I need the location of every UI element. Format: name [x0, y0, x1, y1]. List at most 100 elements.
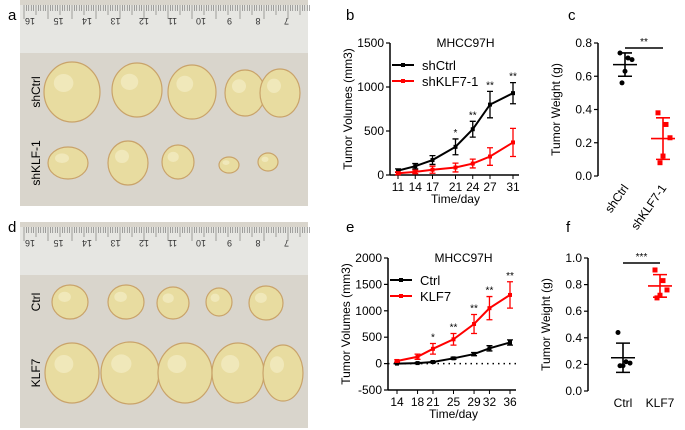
ruler-number: 15	[53, 238, 63, 248]
x-tick-label: 21	[426, 395, 440, 409]
x-tick-label: 32	[483, 395, 497, 409]
data-point	[511, 91, 515, 96]
tumor-highlight	[111, 354, 132, 374]
data-point	[396, 168, 400, 173]
x-tick-label: 17	[426, 180, 440, 194]
data-point	[617, 363, 623, 369]
x-tick-label: 11	[392, 180, 405, 194]
tumor	[51, 284, 89, 320]
y-tick-label: -500	[358, 383, 382, 397]
panel-label-e: e	[346, 219, 354, 236]
tumor-highlight	[115, 149, 129, 163]
y-tick-label: 0.8	[575, 36, 592, 50]
y-tick-label: 0.0	[565, 384, 582, 398]
x-tick-label: 27	[483, 180, 497, 194]
x-tick-label: 14	[390, 395, 404, 409]
panel-label-c: c	[568, 7, 576, 24]
y-tick-label: 1000	[355, 304, 382, 318]
y-tick-label: 0.2	[575, 136, 592, 150]
data-point	[472, 322, 477, 326]
data-point	[627, 360, 633, 366]
panel-label-d: d	[8, 219, 16, 236]
y-axis-label: Tumor Volumes (mm3)	[341, 48, 355, 170]
tumor	[259, 68, 301, 118]
significance-marker: **	[640, 37, 648, 48]
tumor-highlight	[232, 79, 246, 93]
ruler-number: 16	[25, 16, 35, 26]
chart-title: MHCC97H	[436, 36, 494, 50]
tumor	[248, 285, 284, 321]
data-point	[667, 135, 673, 141]
tumor-highlight	[162, 293, 174, 304]
row-label: shCtrl	[29, 76, 43, 107]
data-point	[619, 80, 625, 86]
mean-sd-bar	[648, 273, 672, 299]
ruler-number: 9	[227, 16, 232, 26]
tumor-highlight	[261, 156, 269, 162]
ruler	[20, 227, 308, 275]
tumor	[205, 287, 233, 317]
legend-marker	[401, 79, 405, 83]
tumor	[107, 140, 149, 186]
tumor-highlight	[254, 292, 267, 303]
data-point	[664, 287, 670, 293]
ruler-number: 16	[25, 238, 35, 248]
tumor-highlight	[167, 151, 179, 162]
ruler-number: 10	[196, 238, 206, 248]
data-point	[508, 340, 512, 345]
data-point	[413, 164, 418, 169]
data-point	[470, 161, 475, 166]
data-point	[487, 346, 492, 351]
data-point	[415, 354, 420, 359]
panel-label-f: f	[566, 219, 571, 236]
panel-label-b: b	[346, 7, 354, 24]
data-point	[430, 167, 435, 172]
x-tick-label: 25	[447, 395, 461, 409]
y-tick-label: 0.0	[575, 169, 592, 183]
x-tick-label: 29	[467, 395, 481, 409]
tumor	[111, 62, 163, 118]
data-point	[660, 278, 666, 284]
ruler-number: 8	[255, 238, 260, 248]
y-tick-label: 500	[362, 330, 382, 344]
mean-sd-bar	[611, 342, 635, 374]
ruler-number: 9	[227, 238, 232, 248]
mean-sd-bar	[651, 117, 675, 161]
significance-marker: **	[509, 72, 517, 83]
row-label: KLF7	[29, 358, 43, 387]
ruler-number: 10	[196, 16, 206, 26]
data-point	[396, 171, 400, 176]
tumor-photo-a: 16 15 14 13 12 11 10 9 8 7 shCtrl shKLF-1	[20, 0, 310, 206]
significance-marker: **	[486, 286, 494, 297]
ruler-number: 15	[53, 16, 63, 26]
x-tick-label: shCtrl	[602, 182, 631, 216]
data-point	[657, 160, 663, 166]
significance-marker: **	[450, 323, 458, 334]
data-point	[615, 329, 621, 335]
y-tick-label: 0.8	[565, 278, 582, 292]
tumor	[262, 344, 304, 402]
y-tick-label: 0.4	[565, 331, 582, 345]
tumor-highlight	[270, 356, 284, 373]
tumor-highlight	[167, 355, 187, 373]
tumor	[107, 284, 145, 320]
ruler-number: 7	[284, 238, 289, 248]
ruler-number: 11	[168, 16, 177, 26]
tumor-highlight	[222, 160, 230, 166]
ruler-number: 14	[82, 16, 92, 26]
data-point	[395, 358, 399, 363]
legend-label: shCtrl	[422, 58, 456, 73]
chart-f-tumor-weight: 0.0 0.2 0.4 0.6 0.8 1.0 Tumor Weight (g) Ctrl KL…	[539, 251, 675, 410]
chart-c-tumor-weight: 0.0 0.2 0.4 0.6 0.8 Tumor Weight (g) shCtrlshK…	[549, 36, 675, 232]
tumor	[257, 152, 279, 172]
legend-marker	[401, 63, 405, 67]
y-tick-label: 1500	[355, 277, 382, 291]
y-tick-label: 0.2	[565, 357, 582, 371]
x-tick-label: 24	[466, 180, 480, 194]
y-axis-label: Tumor Weight (g)	[539, 278, 553, 371]
ruler-number: 13	[110, 16, 120, 26]
chart-title: MHCC97H	[434, 251, 492, 265]
y-tick-label: 1.0	[565, 251, 582, 265]
y-axis-label: Tumor Weight (g)	[549, 63, 563, 156]
